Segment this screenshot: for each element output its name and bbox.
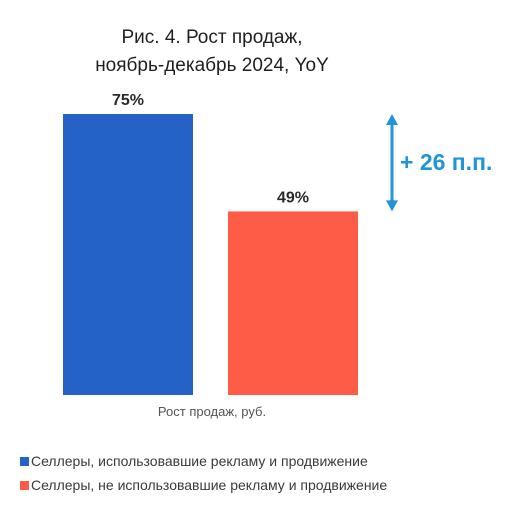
legend-item-without-ads: Селлеры, не использовавшие рекламу и про… — [20, 473, 387, 497]
difference-annotation: + 26 п.п. — [400, 149, 493, 175]
data-label-without-ads: 49% — [277, 189, 309, 206]
bar-with-ads — [63, 114, 193, 395]
chart-title-line-2: ноябрь-декабрь 2024, YoY — [95, 55, 329, 76]
bar-without-ads — [228, 211, 358, 395]
difference-arrow-icon — [386, 114, 398, 212]
legend-swatch-with-ads — [20, 456, 29, 466]
legend-item-with-ads: Селлеры, использовавшие рекламу и продви… — [20, 449, 387, 473]
chart-title-line-1: Рис. 4. Рост продаж, — [121, 27, 303, 48]
legend: Селлеры, использовавшие рекламу и продви… — [20, 449, 387, 497]
x-axis-label: Рост продаж, руб. — [157, 404, 267, 419]
legend-label-without-ads: Селлеры, не использовавшие рекламу и про… — [31, 477, 388, 493]
chart-title: Рис. 4. Рост продаж, ноябрь-декабрь 2024… — [0, 24, 424, 80]
legend-swatch-without-ads — [20, 480, 29, 490]
legend-label-with-ads: Селлеры, использовавшие рекламу и продви… — [31, 453, 368, 469]
data-label-with-ads: 75% — [112, 92, 144, 109]
